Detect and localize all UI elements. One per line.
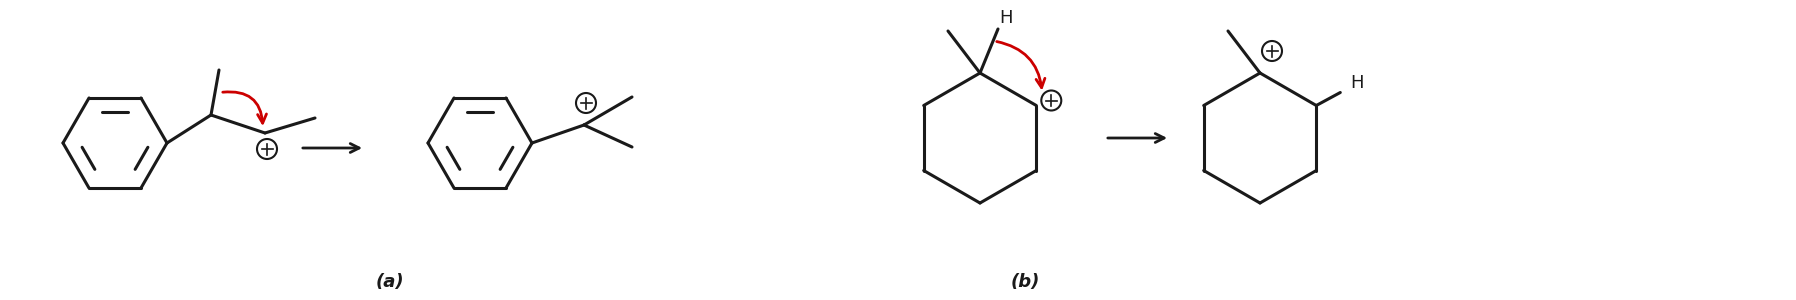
Text: (a): (a) [375, 273, 404, 291]
Text: (b): (b) [1011, 273, 1040, 291]
Text: H: H [999, 9, 1013, 27]
Text: H: H [1351, 74, 1363, 92]
